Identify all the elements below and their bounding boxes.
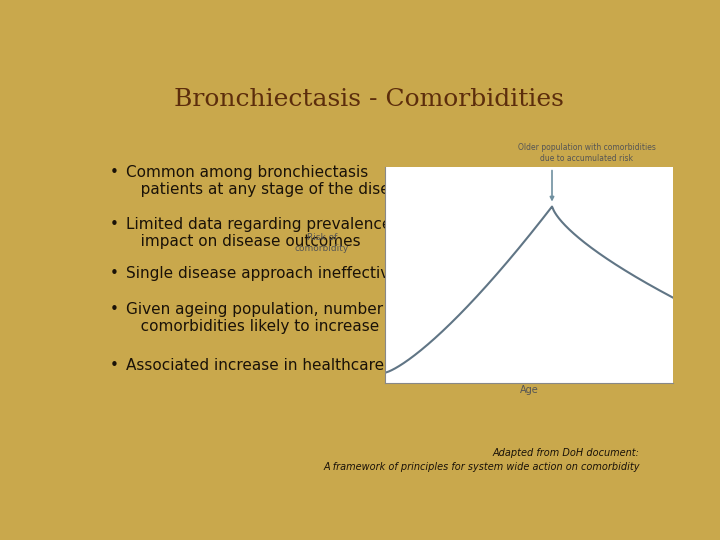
Text: A framework of principles for system wide action on comorbidity: A framework of principles for system wid… xyxy=(323,462,639,472)
Text: Adapted from DoH document:: Adapted from DoH document: xyxy=(492,448,639,458)
Text: Single disease approach ineffective: Single disease approach ineffective xyxy=(126,266,399,281)
Text: Older population with comorbidities
due to accumulated risk: Older population with comorbidities due … xyxy=(518,143,655,164)
Text: Risk of
comorbidity: Risk of comorbidity xyxy=(294,233,349,253)
Text: •: • xyxy=(109,358,118,373)
Text: •: • xyxy=(109,266,118,281)
Text: •: • xyxy=(109,217,118,232)
X-axis label: Age: Age xyxy=(520,385,539,395)
Text: •: • xyxy=(109,165,118,180)
Text: Common among bronchiectasis
   patients at any stage of the disease: Common among bronchiectasis patients at … xyxy=(126,165,417,197)
Text: •: • xyxy=(109,302,118,317)
Text: Given ageing population, number of
   comorbidities likely to increase: Given ageing population, number of comor… xyxy=(126,302,403,334)
Text: Bronchiectasis - Comorbidities: Bronchiectasis - Comorbidities xyxy=(174,87,564,111)
Text: Associated increase in healthcare costs: Associated increase in healthcare costs xyxy=(126,358,429,373)
Text: Limited data regarding prevalence and
   impact on disease outcomes: Limited data regarding prevalence and im… xyxy=(126,217,426,249)
